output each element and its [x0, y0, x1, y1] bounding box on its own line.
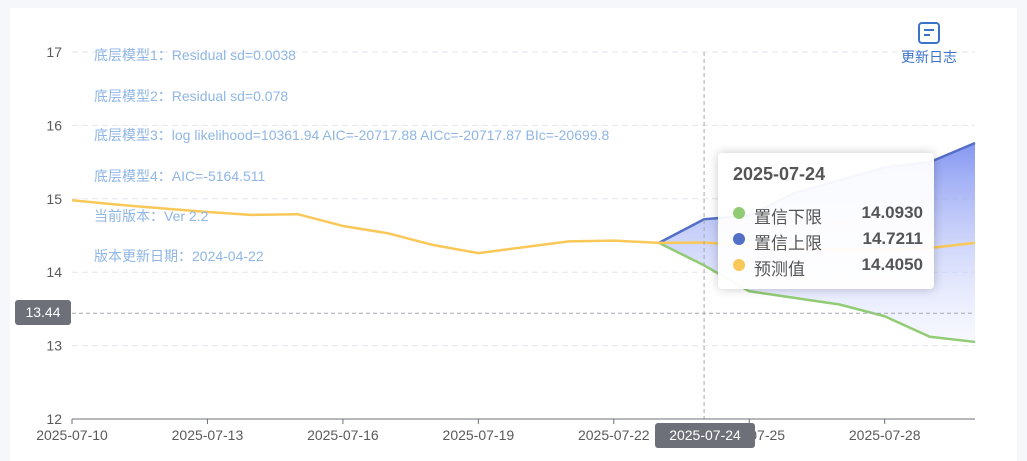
tooltip-value: 14.7211 [862, 229, 923, 248]
x-tick-label: 2025-07-28 [849, 427, 921, 443]
note-update-date: 版本更新日期：2024-04-22 [94, 248, 264, 264]
y-tick-label: 17 [46, 44, 62, 60]
y-tick-label: 14 [46, 264, 62, 280]
note-model-4: 底层模型4：AIC=-5164.511 [94, 168, 266, 184]
note-model-2: 底层模型2：Residual sd=0.078 [94, 88, 289, 104]
tooltip-row-upper: 置信上限 14.7211 [733, 227, 923, 253]
lower-bound-marker [733, 207, 745, 219]
tooltip-name: 预测值 [754, 260, 805, 279]
lower-bound-line [658, 241, 976, 344]
forecast-marker [733, 259, 745, 271]
x-tick-label: 2025-07-19 [443, 427, 515, 443]
tooltip-name: 置信下限 [754, 208, 822, 227]
x-tick-label: 2025-07-13 [172, 427, 244, 443]
y-pointer-label: 13.44 [15, 300, 71, 325]
note-model-3: 底层模型3：log likelihood=10361.94 AIC=-20717… [94, 127, 610, 143]
y-tick-label: 13 [46, 338, 62, 354]
tooltip-row-lower: 置信下限 14.0930 [733, 201, 923, 227]
x-pointer-label: 2025-07-24 [655, 423, 755, 448]
note-version: 当前版本：Ver 2.2 [94, 208, 209, 224]
tooltip-row-forecast: 预测值 14.4050 [733, 253, 923, 279]
tooltip: 2025-07-24 置信下限 14.0930 置信上限 14.7211 预测值… [718, 153, 934, 289]
document-icon [918, 22, 940, 44]
y-tick-label: 15 [46, 191, 62, 207]
tooltip-title: 2025-07-24 [733, 164, 826, 184]
x-tick-label: 2025-07-22 [578, 427, 650, 443]
tooltip-value: 14.4050 [861, 255, 923, 274]
tooltip-value: 14.0930 [861, 203, 923, 222]
y-tick-label: 16 [46, 117, 62, 133]
update-log-button[interactable]: 更新日志 [896, 22, 962, 67]
axis-pointer [72, 52, 975, 419]
x-tick-label: 2025-07-10 [36, 427, 108, 443]
update-log-label: 更新日志 [901, 49, 957, 65]
upper-bound-marker [733, 233, 745, 245]
x-tick-label: 2025-07-16 [307, 427, 379, 443]
y-tick-label: 12 [46, 411, 62, 427]
tooltip-name: 置信上限 [754, 234, 822, 253]
note-model-1: 底层模型1：Residual sd=0.0038 [94, 47, 296, 63]
